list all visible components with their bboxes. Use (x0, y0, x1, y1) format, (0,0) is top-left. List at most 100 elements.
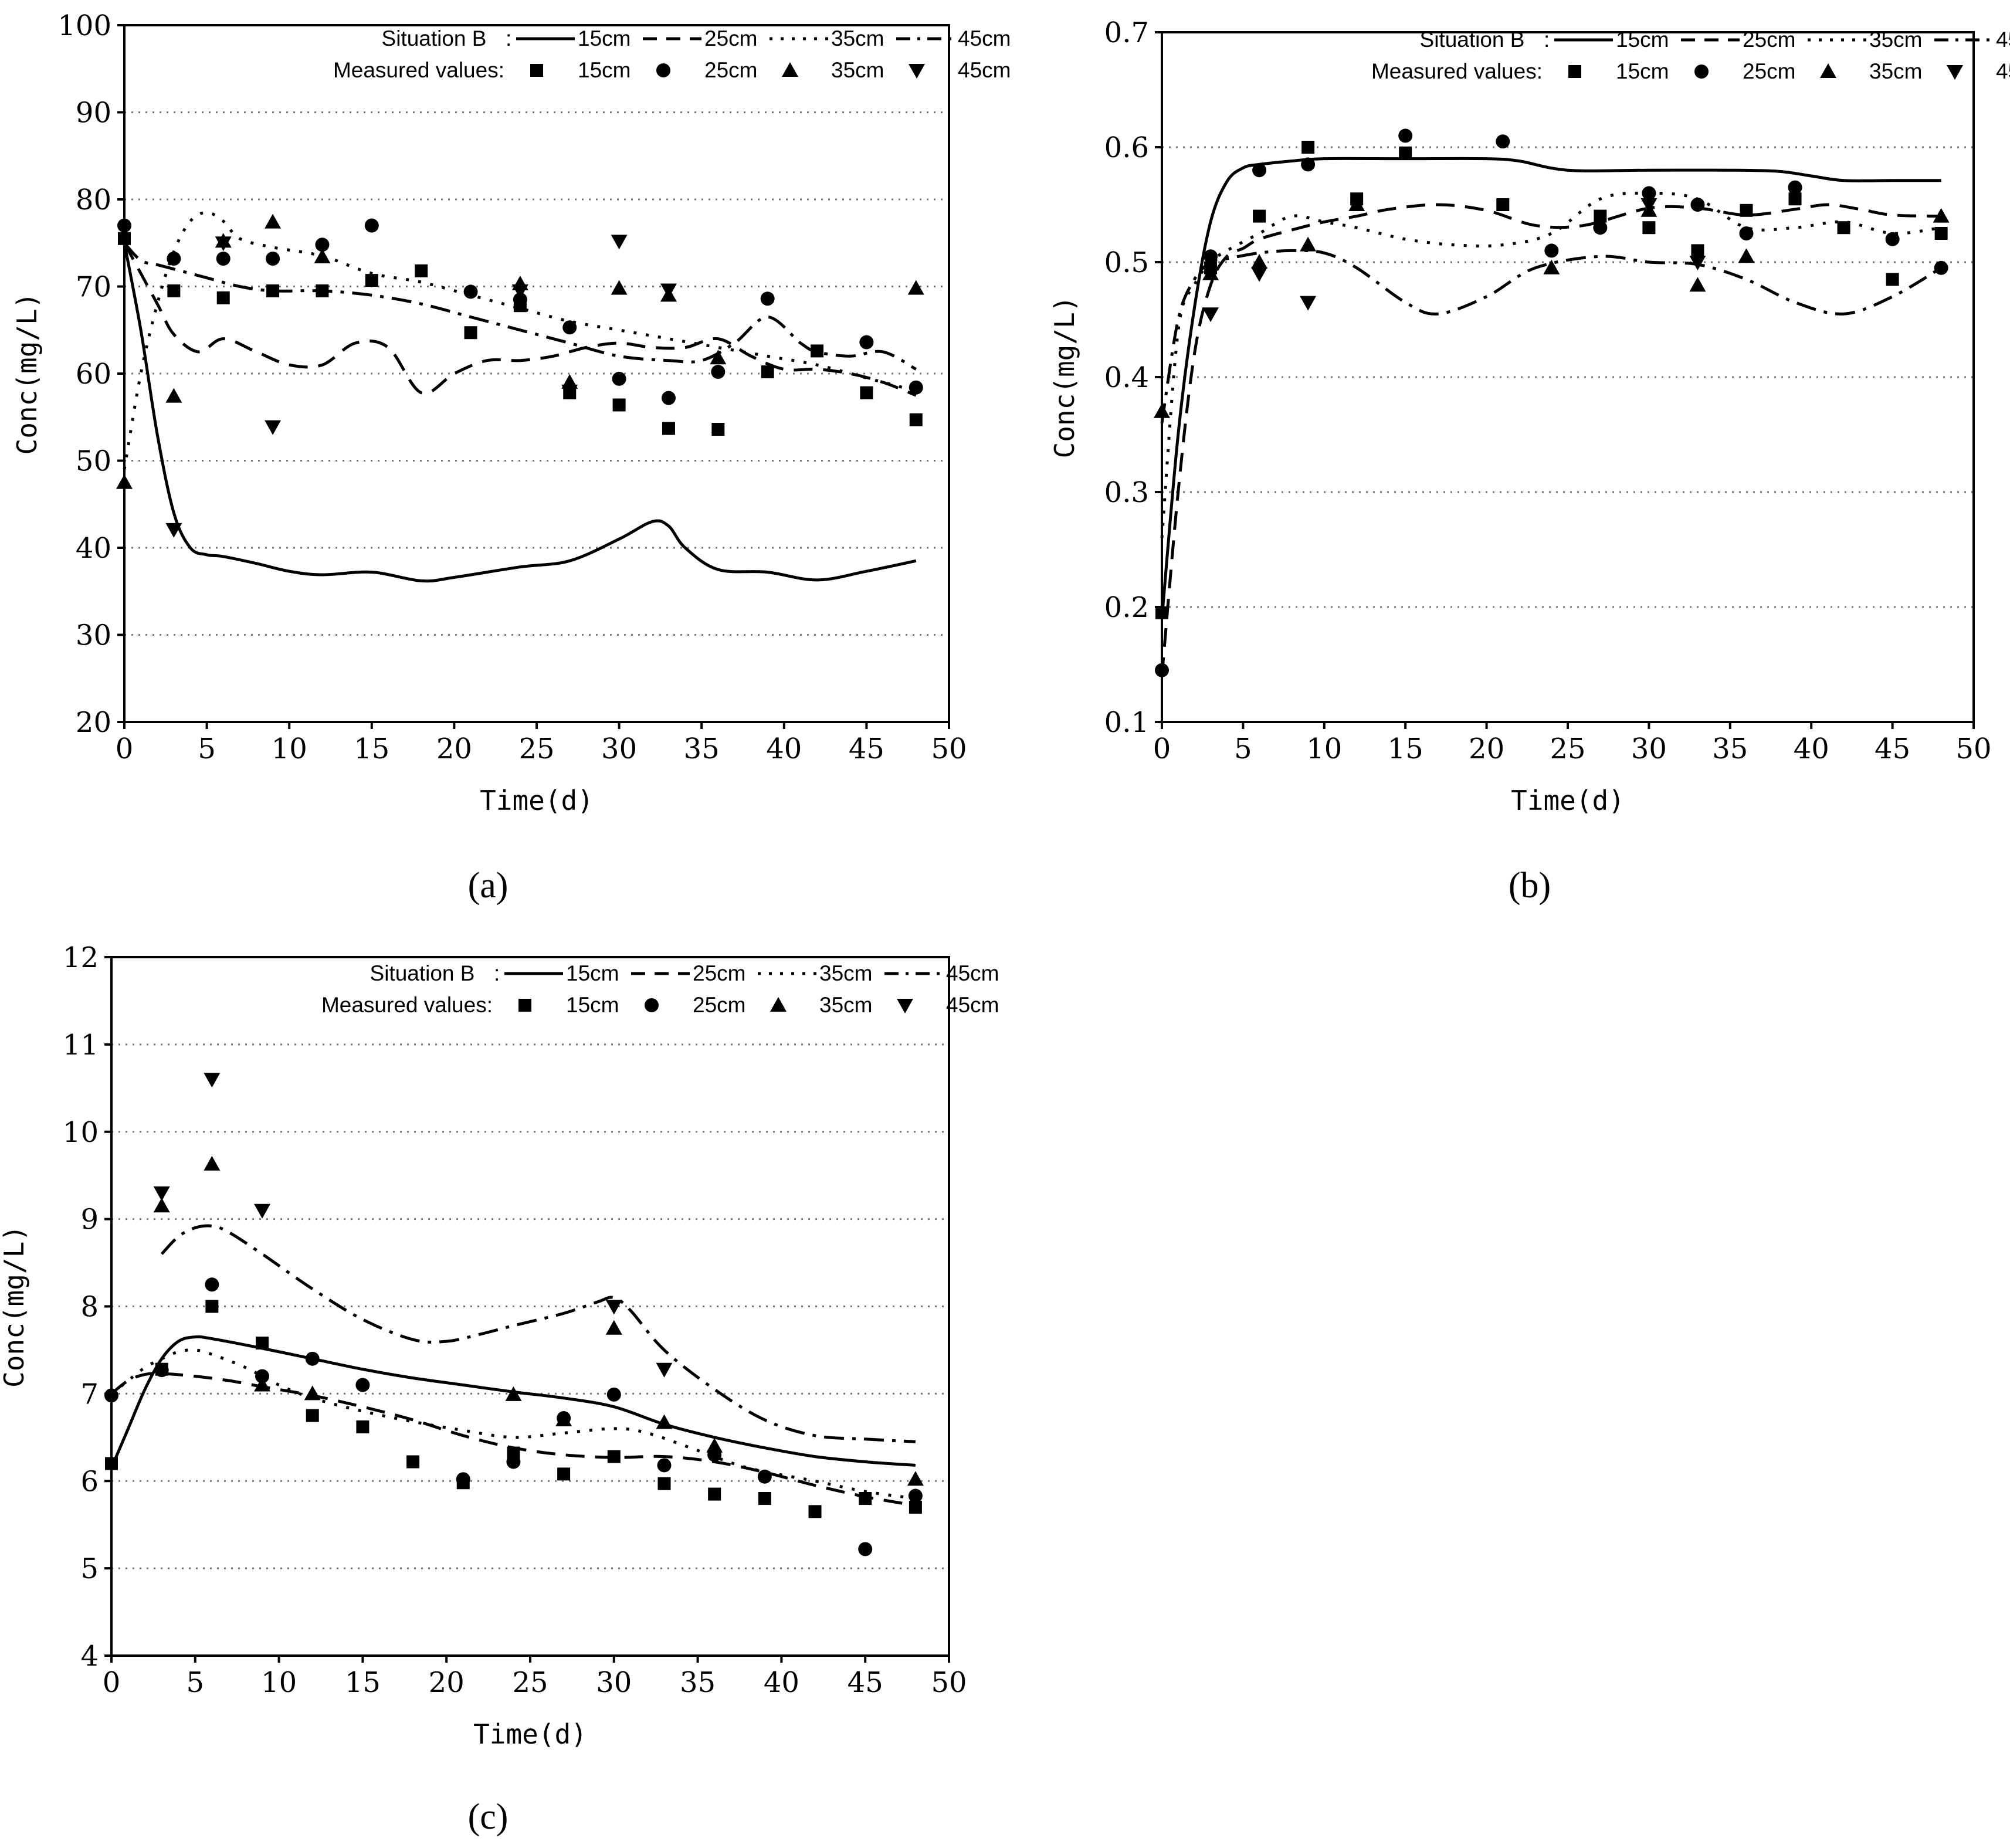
data-point-square (1594, 209, 1607, 223)
data-point-triangle-up (265, 213, 282, 229)
data-point-circle (1593, 221, 1608, 235)
x-tick-label: 35 (684, 733, 720, 765)
legend-marker-label: 25cm (1743, 59, 1795, 83)
legend-marker-label: 15cm (1616, 59, 1669, 83)
y-tick-label: 0.5 (1104, 246, 1149, 279)
x-tick-label: 35 (680, 1666, 716, 1699)
y-tick-label: 12 (63, 941, 99, 974)
x-tick-label: 5 (187, 1666, 205, 1699)
data-point-circle (562, 320, 577, 335)
data-point-square (860, 386, 873, 399)
series-line-dashed (110, 1372, 916, 1507)
legend-marker-triangle-down (897, 999, 913, 1013)
data-point-triangle-up (605, 1320, 622, 1335)
data-point-circle (1398, 128, 1413, 143)
data-point-square (306, 1409, 319, 1422)
y-tick-label: 7 (80, 1378, 99, 1410)
panel-label: (c) (468, 1797, 509, 1837)
data-point-triangle-up (907, 1471, 924, 1486)
x-tick-label: 5 (1234, 733, 1252, 765)
data-point-triangle-up (153, 1198, 170, 1213)
chart-panel-a: 0 5 10 15 20 25 30 35 40 45 50 20 30 40 50 60 70 80 90 100 T… (11, 9, 1011, 906)
y-tick-label: 0.6 (1104, 131, 1149, 164)
data-point-triangle-up (1348, 196, 1365, 211)
legend-model-label: Situation B (370, 961, 475, 985)
legend-model-label: Situation B (382, 26, 487, 50)
x-tick-label: 50 (931, 1666, 967, 1699)
data-point-circle (355, 1378, 370, 1392)
x-axis-label: Time(d) (473, 1718, 587, 1750)
data-point-circle (364, 218, 379, 233)
legend-separator: : (1544, 28, 1550, 52)
data-point-circle (1496, 134, 1510, 149)
data-point-triangle-up (1202, 265, 1219, 280)
data-point-square (761, 365, 774, 379)
legend-line-label: 45cm (1996, 28, 2010, 52)
data-point-triangle-down (611, 235, 628, 250)
legend-marker-label: 25cm (693, 993, 745, 1017)
data-point-triangle-down (656, 1362, 673, 1378)
data-point-square (607, 1450, 621, 1463)
data-point-square (167, 284, 181, 297)
data-point-square (1788, 192, 1802, 206)
x-tick-label: 40 (1794, 733, 1829, 765)
y-tick-label: 5 (80, 1552, 99, 1585)
data-point-square (1496, 198, 1510, 211)
x-tick-label: 40 (764, 1666, 799, 1699)
y-tick-label: 50 (76, 445, 111, 478)
x-tick-label: 0 (103, 1666, 121, 1699)
x-tick-label: 10 (261, 1666, 297, 1699)
data-point-circle (1642, 186, 1656, 201)
legend-marker-triangle-up (782, 62, 798, 77)
data-point-circle (1301, 157, 1316, 172)
data-point-triangle-up (710, 350, 727, 365)
data-point-circle (657, 1458, 672, 1473)
data-point-circle (760, 291, 775, 306)
data-point-circle (216, 251, 231, 266)
legend-line-label: 25cm (693, 961, 745, 985)
legend-marker-label: 15cm (566, 993, 619, 1017)
y-tick-label: 0.2 (1104, 591, 1149, 624)
legend-line-label: 15cm (566, 961, 619, 985)
data-point-triangle-down (1300, 296, 1317, 311)
y-tick-label: 0.7 (1104, 16, 1149, 49)
legend-separator: : (506, 26, 511, 50)
data-point-square (1399, 146, 1412, 160)
y-tick-label: 4 (80, 1640, 99, 1673)
data-point-square (662, 422, 675, 435)
data-point-triangle-down (511, 284, 528, 299)
chart-panel-c: 0 5 10 15 20 25 30 35 40 45 50456789101112Time(d)C… (0, 941, 999, 1837)
y-tick-label: 0.1 (1104, 706, 1149, 739)
x-tick-label: 10 (1306, 733, 1342, 765)
data-point-circle (1885, 232, 1900, 246)
data-point-square (1837, 221, 1850, 235)
data-point-square (365, 274, 378, 287)
data-point-circle (205, 1277, 219, 1292)
data-point-triangle-up (1543, 259, 1560, 274)
legend-line-label: 15cm (1616, 28, 1669, 52)
legend-line-label: 45cm (946, 961, 999, 985)
legend-marker-label: 35cm (831, 58, 884, 82)
series-line-dashed (123, 242, 917, 397)
legend: Situation B:Measured values: 15cm 15cm 25cm… (1371, 28, 2010, 83)
data-point-triangle-down (660, 283, 677, 299)
data-point-circle (305, 1351, 320, 1366)
legend-marker-label: 35cm (819, 993, 872, 1017)
y-tick-label: 0.3 (1104, 476, 1149, 509)
y-tick-label: 8 (80, 1291, 99, 1324)
x-tick-label: 45 (1875, 733, 1910, 765)
data-point-square (657, 1477, 671, 1490)
legend-line-label: 35cm (819, 961, 872, 985)
x-tick-label: 30 (601, 733, 637, 765)
data-point-square (266, 284, 280, 297)
data-point-square (758, 1492, 771, 1505)
data-point-circle (1739, 226, 1754, 240)
data-point-triangle-up (165, 388, 182, 403)
data-point-circle (1252, 163, 1267, 178)
data-point-circle (711, 365, 726, 379)
x-tick-label: 45 (848, 1666, 883, 1699)
data-point-square (1642, 221, 1656, 235)
legend-measured-label: Measured values: (321, 993, 493, 1017)
x-axis-label: Time(d) (480, 785, 594, 816)
x-tick-label: 25 (1550, 733, 1585, 765)
